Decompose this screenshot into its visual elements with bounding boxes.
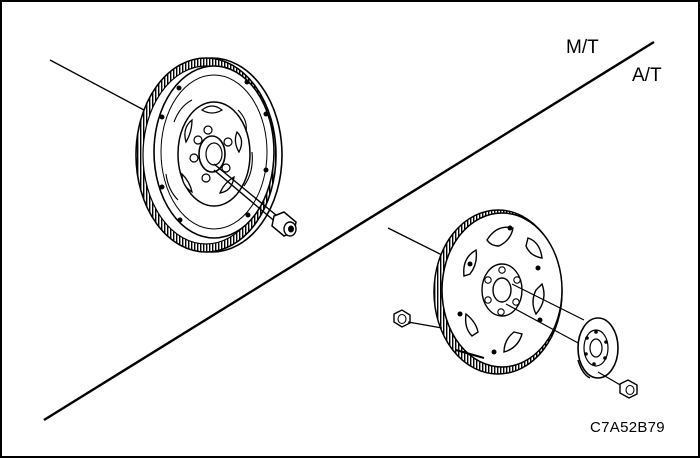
flexplate-bolt-rear-icon	[597, 371, 638, 399]
flexplate-icon	[387, 209, 563, 375]
divider-line	[43, 40, 655, 422]
flywheel-bolt-icon	[213, 163, 297, 237]
manual-transmission-label: M/T	[566, 37, 599, 58]
automatic-transmission-label: A/T	[632, 65, 662, 86]
reinforcement-plate-icon	[505, 283, 619, 379]
figure-code-label: C7A52B79	[590, 419, 665, 436]
dual-mass-flywheel-icon	[49, 57, 283, 253]
flexplate-bolt-front-icon	[393, 309, 443, 329]
